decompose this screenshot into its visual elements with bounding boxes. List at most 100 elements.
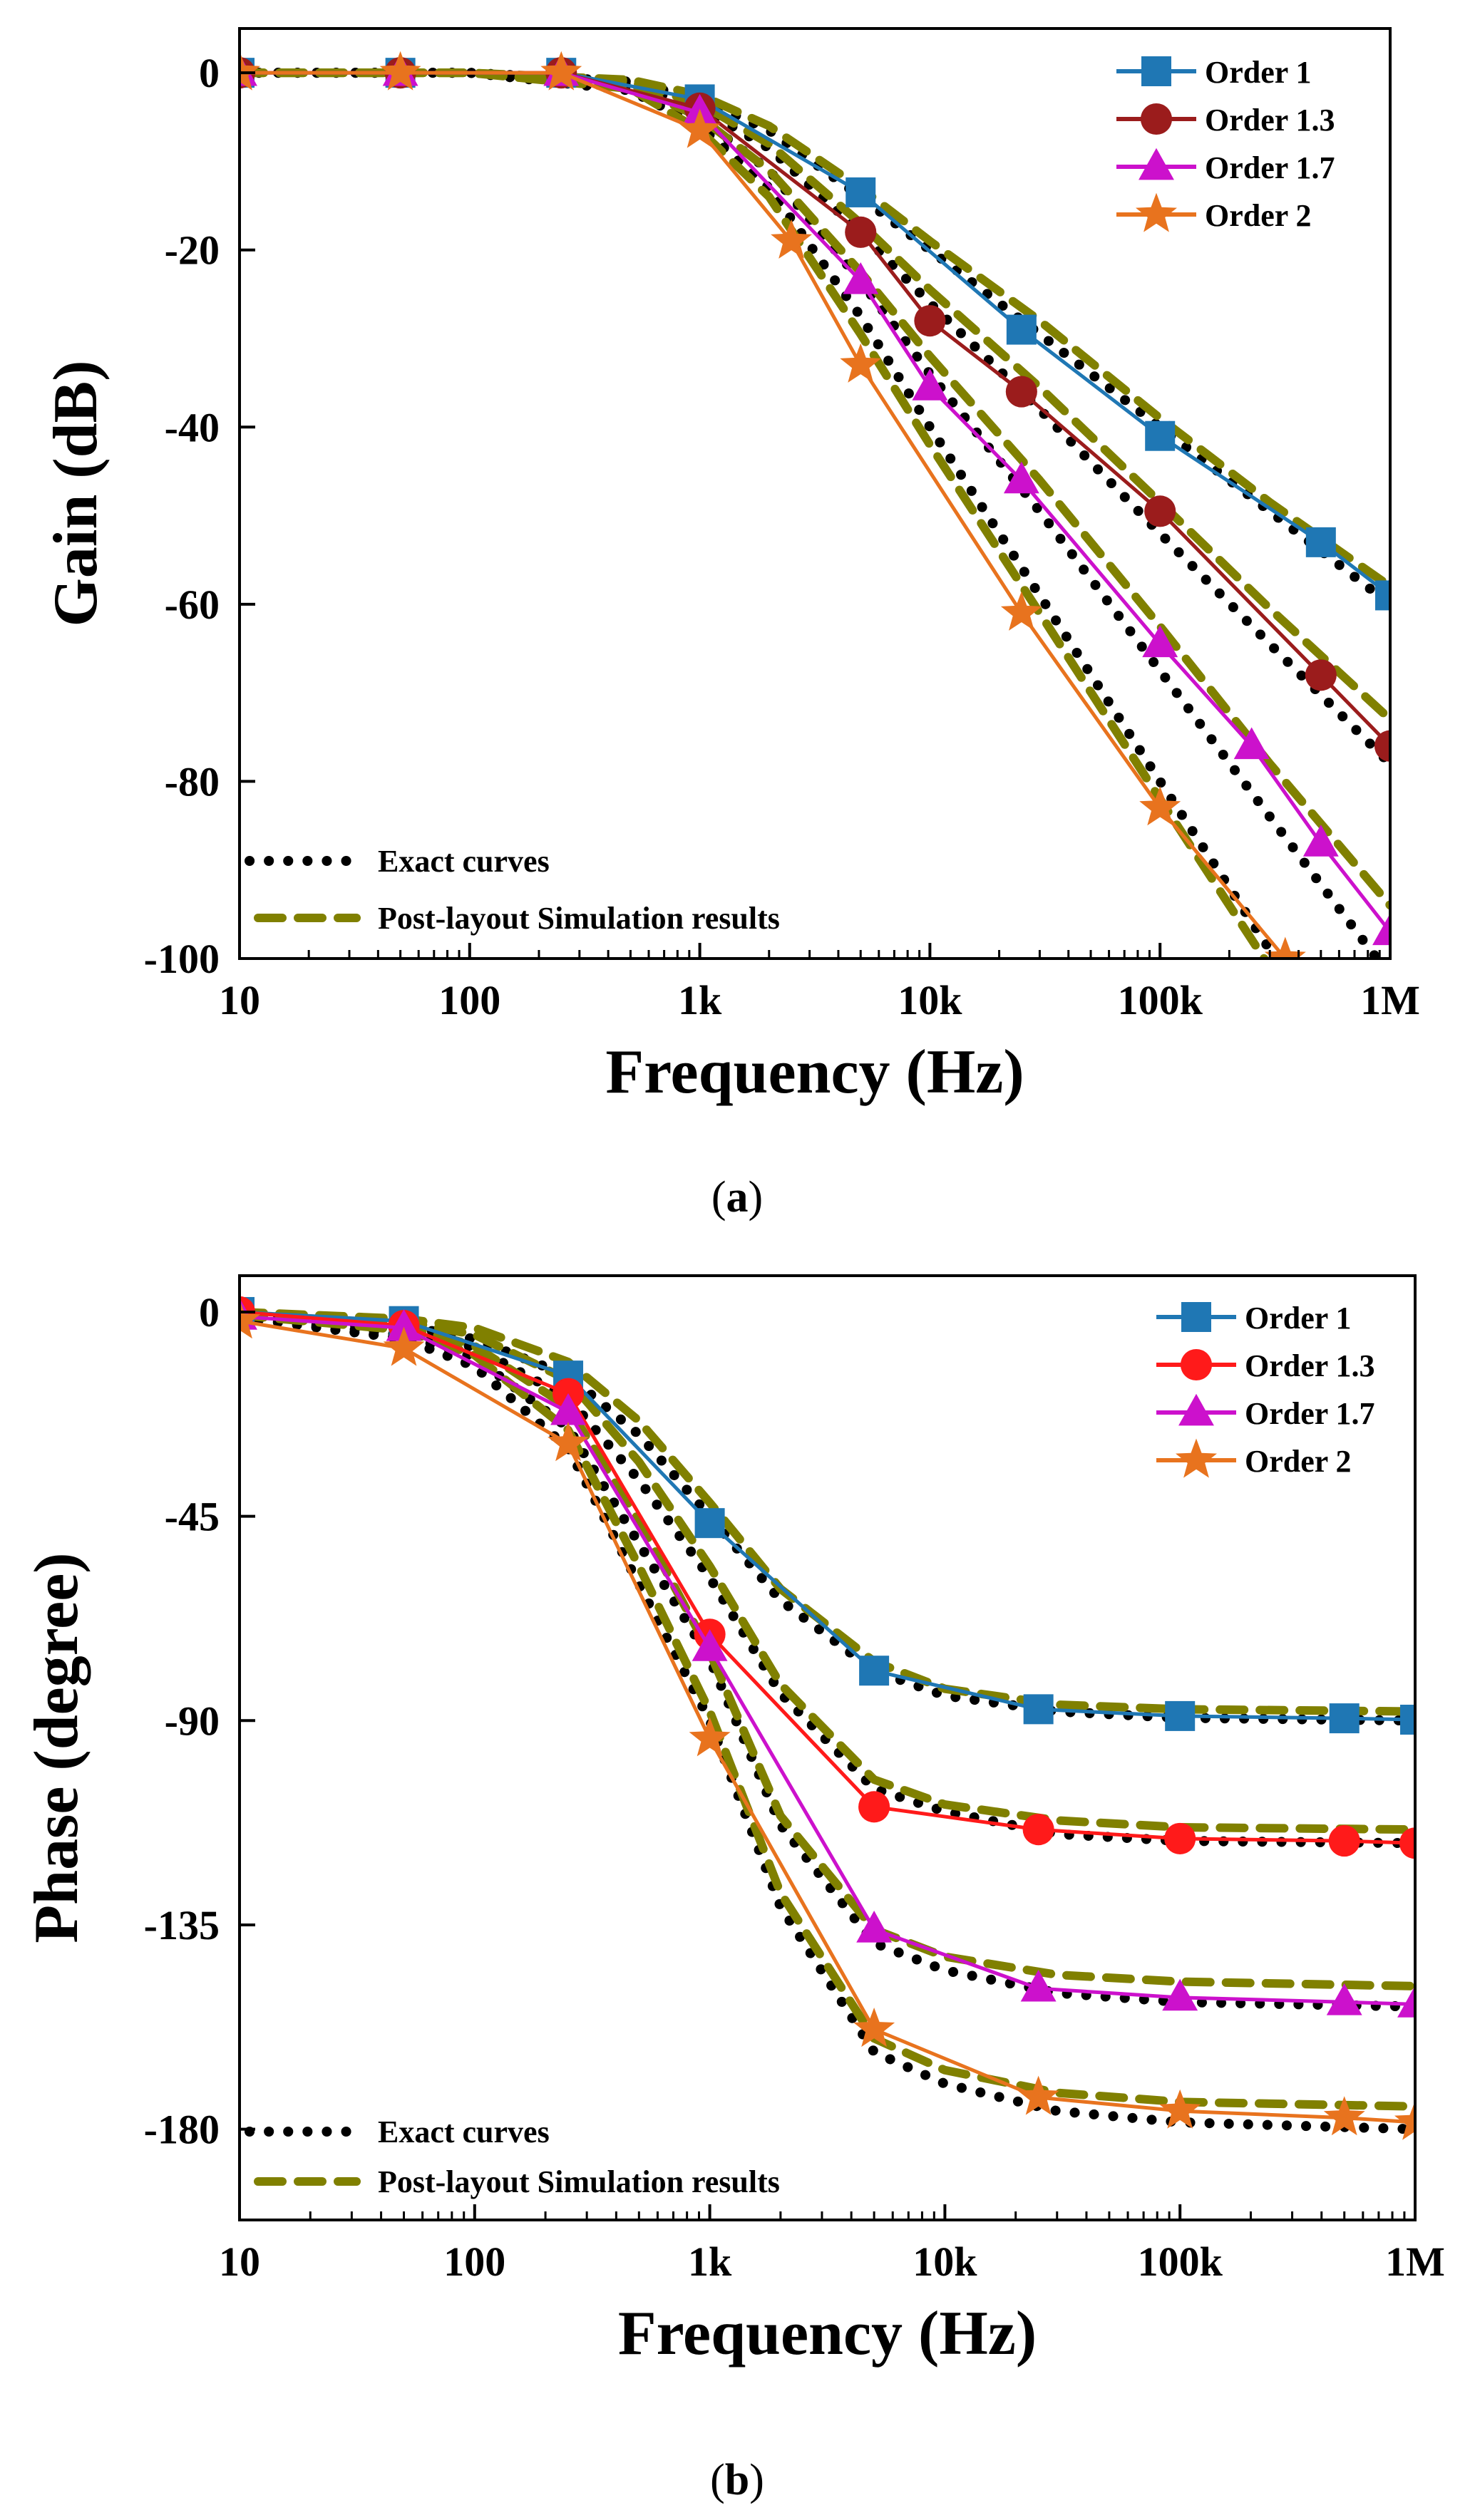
legend-label: Order 2 [1205, 198, 1312, 233]
order-1-point [1145, 420, 1176, 451]
y-axis-title: Gain (dB) [41, 360, 111, 626]
legend-label: Order 1.3 [1205, 103, 1335, 138]
legend-label: Order 2 [1245, 1444, 1352, 1479]
x-axis: 10 100 1k 10k 100k 1M [219, 943, 1420, 1023]
legend-marker [1141, 56, 1171, 86]
legend-item-order-1-3: Order 1.3 [1156, 1348, 1375, 1383]
order-2-series [240, 51, 1306, 959]
legend-marker [1140, 103, 1173, 135]
order-1-7-point [1326, 1983, 1362, 2015]
legend-item-post-layout-simulation-results: Post-layout Simulation results [254, 901, 780, 936]
order-1-3-point [1399, 1827, 1415, 1859]
order-2-point [1394, 2100, 1415, 2140]
legend-label: Order 1 [1205, 55, 1312, 90]
order-1-7-point [550, 1393, 586, 1425]
order-2-point [1264, 936, 1306, 959]
x-tick-label: 100k [1138, 2238, 1223, 2285]
order-1-7-point [843, 262, 879, 294]
y-tick-label: 0 [199, 50, 220, 96]
x-tick-label: 1M [1360, 977, 1420, 1023]
order-1-7-series [240, 1298, 1415, 2018]
order-2-point [1139, 786, 1181, 826]
post-layout-simulation-results-curve-3 [240, 1310, 1415, 1990]
order-1-line [240, 1310, 1415, 1722]
order-2-point [1000, 591, 1042, 631]
plot-area [240, 1296, 1415, 2140]
order-2-point [689, 1717, 731, 1757]
order-1-point [694, 1508, 725, 1539]
phase-chart: 10 100 1k 10k 100k 1M 0 -45 -90 -135 -180 Frequency… [22, 1274, 1445, 2368]
caption-b: (b) [710, 2456, 764, 2504]
order-1-3-point [858, 1791, 890, 1823]
y-tick-label: -100 [144, 936, 220, 982]
legend-item-order-2: Order 2 [1116, 192, 1312, 233]
order-1-series [240, 58, 1390, 611]
order-1-7-line [240, 1314, 1415, 2006]
order-1-7-point [1372, 913, 1390, 946]
legend-item-exact-curves: Exact curves [245, 844, 550, 879]
y-tick-label: -40 [165, 404, 220, 450]
series-legend: Order 1 Order 1.3 Order 1.7 Order 2 [1156, 1301, 1375, 1479]
gain-chart: 10 100 1k 10k 100k 1M 0 -20 -40 -60 -80 -100 Frequen… [41, 27, 1420, 1107]
y-axis: 0 -45 -90 -135 -180 [144, 1289, 255, 2153]
legend-item-order-1-3: Order 1.3 [1116, 103, 1335, 138]
legend-label: Post-layout Simulation results [378, 901, 780, 936]
legend-marker [1180, 1348, 1213, 1381]
post-layout-simulation-results-curve-1 [240, 1308, 1415, 1716]
x-tick-label: 1M [1385, 2238, 1445, 2285]
x-axis: 10 100 1k 10k 100k 1M [219, 2204, 1445, 2285]
order-1-3-point [914, 305, 946, 337]
plot-area [240, 51, 1390, 959]
plot-frame [238, 1274, 1417, 2221]
exact-curves-curve-1 [240, 1309, 1415, 1726]
order-2-point [1017, 2075, 1059, 2115]
order-1-3-point [1164, 1822, 1196, 1854]
order-2-line [240, 71, 1287, 959]
order-1-7-point [1233, 727, 1270, 760]
post-layout-simulation-results-curve-2 [240, 1308, 1415, 1834]
legend-marker [1176, 1438, 1217, 1478]
order-2-point [240, 51, 260, 91]
legend-label: Order 1.7 [1205, 150, 1335, 185]
order-1-3-point [1328, 1825, 1360, 1857]
legend-marker [1181, 1302, 1211, 1332]
x-tick-label: 10k [913, 2238, 977, 2285]
legend-item-exact-curves: Exact curves [245, 2114, 550, 2149]
order-2-point [771, 219, 812, 259]
order-1-7-point [1003, 461, 1039, 494]
order-1-3-line [240, 1310, 1415, 1845]
legend-label: Order 1.7 [1245, 1396, 1375, 1431]
x-tick-label: 10k [898, 977, 962, 1023]
x-tick-label: 1k [678, 977, 722, 1023]
order-1-point [1400, 1705, 1415, 1735]
order-2-point [540, 51, 582, 91]
order-1-7-point [1162, 1978, 1198, 2011]
legend-item-order-1: Order 1 [1116, 55, 1312, 90]
legend-item-order-1-7: Order 1.7 [1156, 1393, 1375, 1431]
legend-item-post-layout-simulation-results: Post-layout Simulation results [254, 2164, 780, 2199]
exact-curves-curve-2 [240, 1311, 1415, 1849]
y-tick-label: -80 [165, 758, 220, 805]
order-1-3-point [1005, 376, 1037, 408]
x-axis-title: Frequency (Hz) [605, 1038, 1024, 1107]
legend-item-order-1-7: Order 1.7 [1116, 148, 1335, 185]
reference-legend: Exact curves Post-layout Simulation resul… [245, 2114, 780, 2199]
y-tick-label: -135 [144, 1902, 220, 1948]
legend-item-order-1: Order 1 [1156, 1301, 1352, 1336]
order-1-3-point [1144, 495, 1176, 527]
x-tick-label: 10 [219, 977, 260, 1023]
legend-marker [1136, 192, 1177, 232]
order-1-3-point [1374, 730, 1390, 762]
series-legend: Order 1 Order 1.3 Order 1.7 Order 2 [1116, 55, 1335, 233]
y-tick-label: 0 [199, 1289, 220, 1336]
legend-item-order-2: Order 2 [1156, 1438, 1352, 1479]
order-1-point [1305, 527, 1336, 557]
legend-label: Exact curves [378, 844, 550, 879]
order-1-7-point [1397, 1985, 1415, 2018]
order-1-7-point [1020, 1969, 1057, 2002]
y-tick-label: -20 [165, 227, 220, 274]
x-axis-title: Frequency (Hz) [618, 2299, 1037, 2368]
legend-marker [1139, 148, 1174, 180]
